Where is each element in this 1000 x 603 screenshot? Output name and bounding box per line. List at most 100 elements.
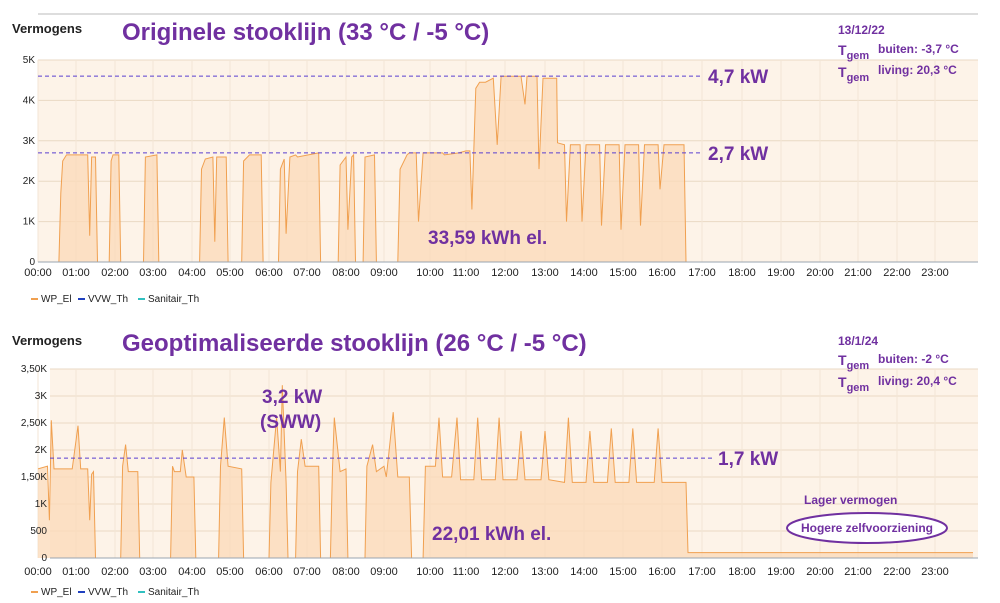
legend-wp-el: WP_El (41, 294, 72, 305)
chart-1-series (38, 75, 978, 263)
x-tick-label: 16:00 (648, 267, 676, 279)
x-tick-label: 22:00 (883, 267, 911, 279)
x-tick-label: 23:00 (921, 267, 949, 279)
x-tick-label: 18:00 (728, 267, 756, 279)
y-tick-label: 0 (41, 553, 47, 564)
svg-text:Tgem: Tgem (838, 42, 869, 62)
tgem-prefix: T (838, 374, 847, 390)
x-tick-label: 21:00 (844, 566, 872, 578)
chart-1-date: 13/12/22 (838, 23, 885, 37)
x-tick-label: 09:00 (370, 267, 398, 279)
x-tick-label: 07:00 (293, 267, 321, 279)
svg-text:Tgem: Tgem (838, 352, 869, 372)
chart-2-note-badge: Hogere zelfvoorziening (801, 521, 933, 535)
chart-1-temp-outside: Tgem buiten: -3,7 °C (838, 42, 959, 62)
x-tick-label: 21:00 (844, 267, 872, 279)
series-area-wp-el (38, 76, 973, 262)
x-tick-label: 04:00 (178, 267, 206, 279)
chart-2-sww-sublabel: (SWW) (260, 412, 321, 433)
x-tick-label: 16:00 (648, 566, 676, 578)
chart-2-temp-outside-value: buiten: -2 °C (878, 352, 949, 366)
x-tick-label: 09:00 (370, 566, 398, 578)
x-tick-label: 15:00 (609, 566, 637, 578)
x-tick-label: 12:00 (491, 566, 519, 578)
x-tick-label: 08:00 (332, 566, 360, 578)
svg-text:Tgem: Tgem (838, 374, 869, 394)
chart-2-x-ticks: 00:00 01:00 02:00 03:00 04:00 05:00 06:00 07:00… (24, 566, 949, 578)
x-tick-label: 04:00 (178, 566, 206, 578)
tgem-subscript: gem (847, 382, 870, 394)
x-tick-label: 01:00 (62, 267, 90, 279)
tgem-subscript: gem (847, 50, 870, 62)
y-tick-label: 5K (23, 55, 36, 66)
x-tick-label: 22:00 (883, 566, 911, 578)
x-tick-label: 19:00 (767, 566, 795, 578)
x-tick-label: 10:00 (416, 566, 444, 578)
x-tick-label: 05:00 (216, 566, 244, 578)
chart-1: 4,7 kW 2,7 kW 0 1K 2K 3K 4K 5K 00:00 01:00 02:00… (12, 19, 978, 305)
y-tick-label: 500 (30, 526, 47, 537)
y-tick-label: 2K (23, 176, 36, 187)
y-tick-label: 1K (35, 499, 48, 510)
chart-2-note: Lager vermogen (804, 493, 897, 507)
x-tick-label: 11:00 (453, 566, 480, 578)
chart-2-temp-outside: Tgem buiten: -2 °C (838, 352, 949, 372)
x-tick-label: 01:00 (62, 566, 90, 578)
reference-line-label: 2,7 kW (708, 144, 768, 165)
chart-2-temp-living-value: living: 20,4 °C (878, 374, 957, 388)
x-tick-label: 06:00 (255, 267, 283, 279)
x-tick-label: 19:00 (767, 267, 795, 279)
legend-vvw-th: VVW_Th (88, 587, 128, 598)
x-tick-label: 03:00 (139, 566, 167, 578)
y-tick-label: 3,50K (21, 364, 47, 375)
chart-1-temp-outside-value: buiten: -3,7 °C (878, 42, 959, 56)
y-tick-label: 1,50K (21, 472, 47, 483)
x-tick-label: 03:00 (139, 267, 167, 279)
legend-wp-el: WP_El (41, 587, 72, 598)
chart-1-energy-label: 33,59 kWh el. (428, 228, 547, 249)
legend-sanitair-th: Sanitair_Th (148, 294, 199, 305)
x-tick-label: 11:00 (453, 267, 480, 279)
tgem-prefix: T (838, 64, 847, 80)
chart-2-energy-label: 22,01 kWh el. (432, 524, 551, 545)
legend-vvw-th: VVW_Th (88, 294, 128, 305)
chart-1-temp-living-value: living: 20,3 °C (878, 63, 957, 77)
reference-line-label: 4,7 kW (708, 67, 768, 88)
y-tick-label: 3K (23, 136, 36, 147)
x-tick-label: 20:00 (806, 566, 834, 578)
y-tick-label: 3K (35, 391, 48, 402)
x-tick-label: 05:00 (216, 267, 244, 279)
legend-sanitair-th: Sanitair_Th (148, 587, 199, 598)
chart-1-reference-lines: 4,7 kW 2,7 kW (38, 67, 768, 165)
chart-2-sww-label: 3,2 kW (262, 387, 322, 408)
series-line-wp-el (38, 75, 973, 263)
chart-1-y-ticks: 0 1K 2K 3K 4K 5K (23, 55, 36, 268)
x-tick-label: 13:00 (531, 267, 559, 279)
x-tick-label: 02:00 (101, 566, 129, 578)
chart-1-temp-living: Tgem living: 20,3 °C (838, 63, 957, 84)
tgem-subscript: gem (847, 360, 870, 372)
x-tick-label: 00:00 (24, 267, 52, 279)
y-tick-label: 2K (35, 445, 48, 456)
x-tick-label: 00:00 (24, 566, 52, 578)
x-tick-label: 14:00 (570, 267, 598, 279)
chart-2-reference-lines: 1,7 kW (50, 449, 778, 470)
chart-1-x-ticks: 00:00 01:00 02:00 03:00 04:00 05:00 06:00 07:00… (24, 267, 949, 279)
chart-2-temp-living: Tgem living: 20,4 °C (838, 374, 957, 394)
tgem-prefix: T (838, 42, 847, 58)
tgem-subscript: gem (847, 72, 870, 84)
reference-line-label: 1,7 kW (718, 449, 778, 470)
y-tick-label: 1K (23, 217, 36, 228)
chart-2: 1,7 kW 0 500 1K 1,50K 2K 2,50K 3K 3,50K 00:00 01… (12, 330, 978, 598)
x-tick-label: 06:00 (255, 566, 283, 578)
chart-2-y-ticks: 0 500 1K 1,50K 2K 2,50K 3K 3,50K (21, 364, 48, 564)
x-tick-label: 12:00 (491, 267, 519, 279)
tgem-prefix: T (838, 352, 847, 368)
chart-2-date: 18/1/24 (838, 334, 878, 348)
x-tick-label: 08:00 (332, 267, 360, 279)
chart-2-note-badge-outline (786, 512, 948, 544)
y-tick-label: 0 (29, 257, 35, 268)
x-tick-label: 17:00 (688, 267, 716, 279)
chart-2-title: Geoptimaliseerde stooklijn (26 °C / -5 °… (122, 330, 587, 357)
